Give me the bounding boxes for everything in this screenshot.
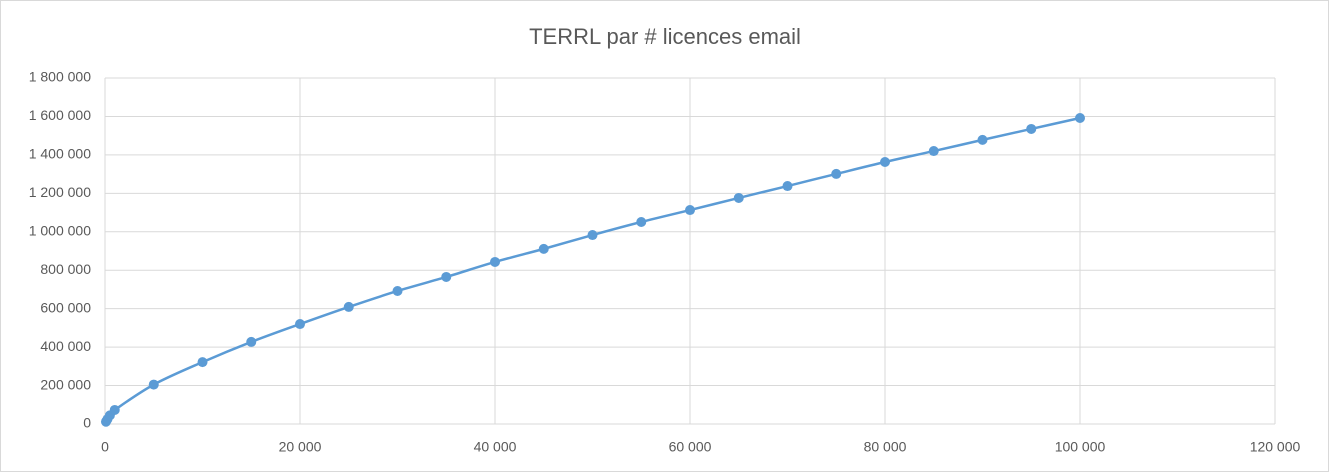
data-point [928,146,939,157]
data-point [538,243,549,254]
data-point [441,271,452,282]
y-tick-label: 600 000 [40,299,91,315]
data-point [148,379,159,390]
y-tick-label: 400 000 [40,338,91,354]
data-point [685,205,695,216]
chart-title: TERRL par # licences email [529,24,801,49]
data-point [831,168,842,179]
data-point [1026,123,1037,134]
x-tick-label: 100 000 [1055,439,1106,455]
y-tick-label: 1 600 000 [29,107,91,123]
x-tick-label: 120 000 [1250,439,1301,455]
data-point [636,216,647,227]
y-tick-label: 1 000 000 [29,222,91,238]
data-point [587,230,598,241]
y-tick-label: 200 000 [40,376,91,392]
data-point [109,404,120,415]
data-point [343,301,354,312]
data-point [782,181,793,192]
data-point [246,336,257,347]
x-tick-label: 20 000 [279,439,322,455]
y-tick-label: 0 [83,415,91,431]
x-tick-label: 40 000 [474,439,517,455]
y-tick-label: 1 200 000 [29,184,91,200]
data-point [490,256,500,267]
data-point [977,134,988,145]
data-point [295,319,305,330]
x-tick-label: 60 000 [669,439,712,455]
data-point [392,285,403,296]
data-point [880,157,890,168]
data-point [733,192,744,203]
data-point [1075,112,1085,123]
y-tick-label: 1 800 000 [29,69,91,85]
data-point [197,357,208,368]
y-tick-label: 800 000 [40,261,91,277]
x-tick-label: 80 000 [864,439,907,455]
y-tick-label: 1 400 000 [29,146,91,162]
x-tick-label: 0 [101,439,109,455]
